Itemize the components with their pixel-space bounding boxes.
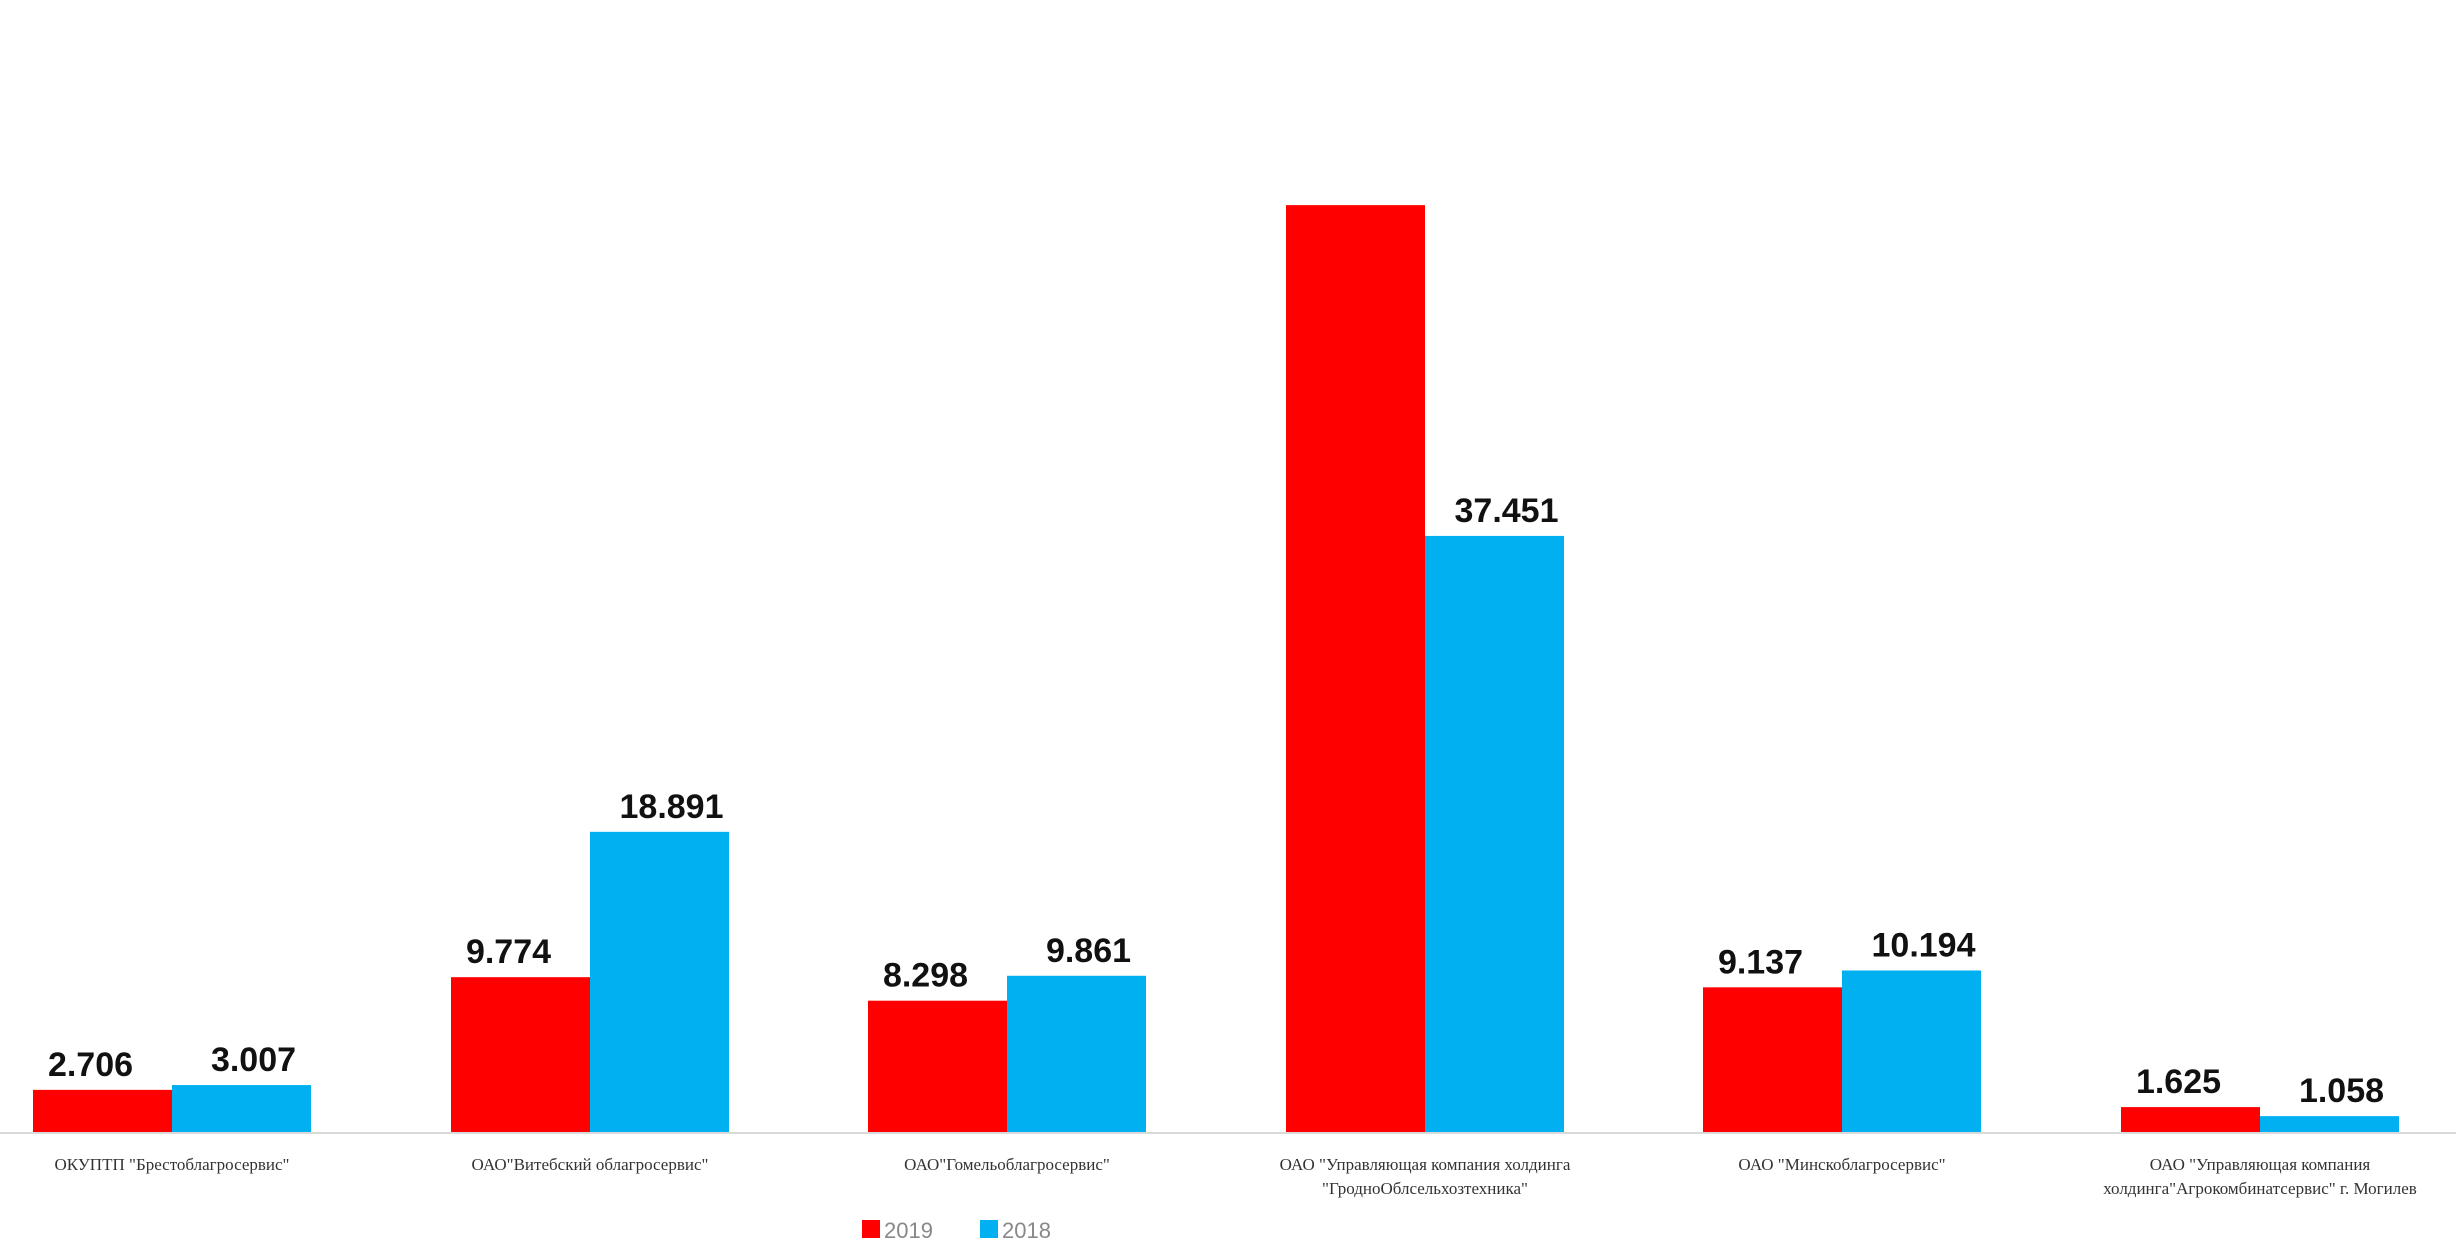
bar-2018-1 [172,1085,311,1133]
value-label-2019-3: 8.298 [883,957,968,995]
bar-2018-3 [1007,975,1146,1133]
bar-2019-5 [1703,987,1842,1133]
value-label-2018-4: 37.451 [1455,492,1559,530]
bar-2019-4 [1286,205,1425,1133]
value-label-2018-6: 1.058 [2299,1072,2384,1110]
value-label-2018-3: 9.861 [1046,932,1131,970]
category-label-2: ОАО"Витебский облагросервис" [472,1155,709,1174]
bar-2019-6 [2121,1107,2260,1133]
legend-swatch-2018 [980,1220,998,1238]
bar-2019-3 [868,1000,1007,1133]
category-label-4: ОАО "Управляющая компания холдинга [1280,1155,1571,1174]
bar-2018-6 [2260,1116,2399,1133]
value-label-2018-1: 3.007 [211,1041,296,1079]
bar-2018-5 [1842,970,1981,1133]
bar-2019-1 [33,1089,172,1133]
value-label-2018-2: 18.891 [620,788,724,826]
value-label-2019-6: 1.625 [2136,1063,2221,1101]
value-label-2019-1: 2.706 [48,1046,133,1084]
legend-label-2018: 2018 [1002,1218,1051,1243]
category-label-5: ОАО "Минскоблагросервис" [1738,1155,1945,1174]
value-label-2019-5: 9.137 [1718,943,1803,981]
value-label-2018-5: 10.194 [1872,926,1976,964]
bar-2018-2 [590,831,729,1133]
bar-2018-4 [1425,535,1564,1133]
category-label-3: ОАО"Гомельоблагросервис" [904,1155,1110,1174]
legend-swatch-2019 [862,1220,880,1238]
category-label-6: ОАО "Управляющая компания [2150,1155,2371,1174]
bars-layer [33,205,2399,1133]
value-label-2019-2: 9.774 [466,933,551,971]
legend-label-2019: 2019 [884,1218,933,1243]
category-labels-layer: ОКУПТП "Брестоблагросервис" ОАО"Витебский… [55,1155,2417,1198]
category-label-6: холдинга"Агрокомбинатсервис" г. Могилев [2103,1179,2417,1198]
legend: 2019 2018 [862,1218,1051,1243]
value-labels-layer: 2.706 3.007 9.774 18.891 8.298 9.861 37.451 9.1… [48,492,2384,1110]
bar-2019-2 [451,977,590,1133]
category-label-1: ОКУПТП "Брестоблагросервис" [55,1155,290,1174]
category-label-4: "ГродноОблсельхозтехника" [1322,1179,1528,1198]
